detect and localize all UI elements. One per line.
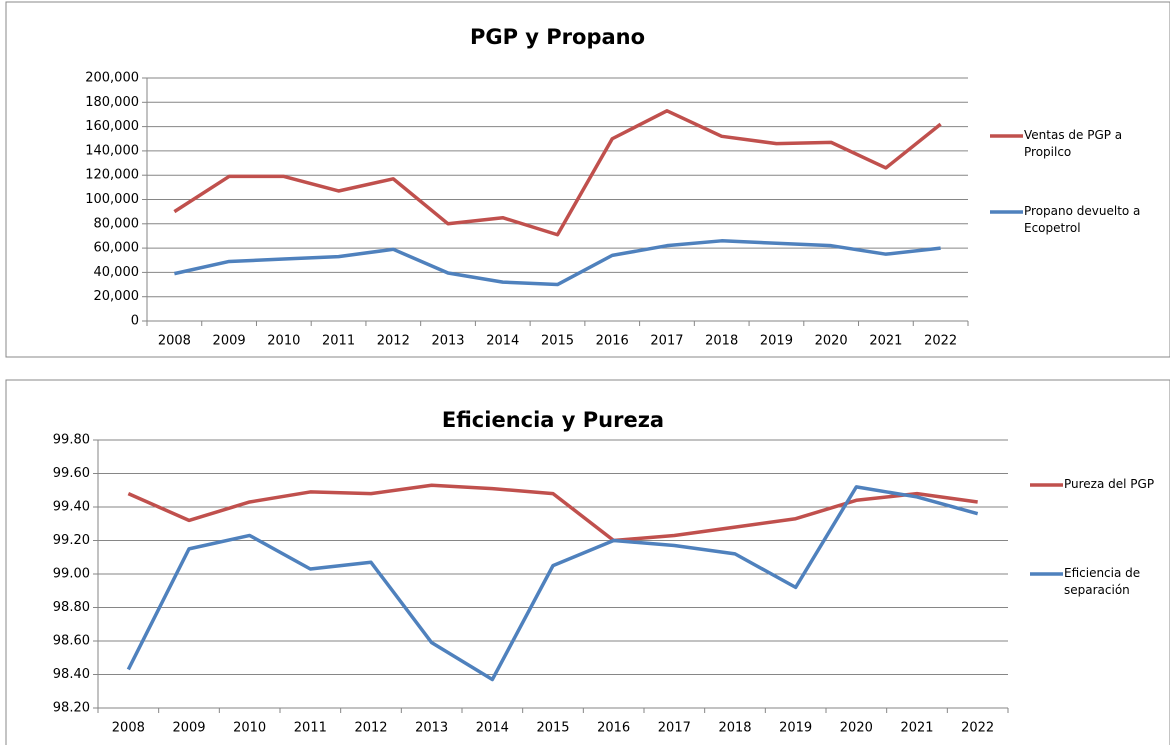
legend-label: Propano devuelto a Ecopetrol (1024, 204, 1141, 235)
x-tick-label: 2011 (294, 721, 327, 736)
x-tick-label: 2022 (924, 334, 957, 349)
x-tick-label: 2019 (760, 334, 793, 349)
series-line (173, 109, 942, 237)
y-tick-label: 20,000 (94, 289, 140, 304)
x-tick-label: 2015 (536, 721, 569, 736)
x-tick-label: 2020 (840, 721, 873, 736)
x-tick-label: 2014 (486, 334, 519, 349)
y-tick-label: 100,000 (85, 192, 139, 207)
y-tick-label: 99.20 (53, 533, 90, 548)
legend-label: Eficiencia de separación (1064, 566, 1141, 597)
x-tick-label: 2018 (718, 721, 751, 736)
y-tick-label: 80,000 (94, 216, 140, 231)
y-tick-label: 120,000 (85, 168, 139, 183)
x-tick-label: 2017 (658, 721, 691, 736)
x-tick-label: 2008 (158, 334, 191, 349)
x-tick-label: 2021 (900, 721, 933, 736)
x-tick-label: 2022 (961, 721, 994, 736)
y-tick-label: 98.20 (53, 701, 90, 716)
x-tick-label: 2012 (354, 721, 387, 736)
chart-title: Eficiencia y Pureza (442, 408, 664, 432)
x-tick-label: 2009 (213, 334, 246, 349)
x-tick-label: 2015 (541, 334, 574, 349)
y-tick-label: 99.80 (53, 433, 90, 448)
y-tick-label: 98.80 (53, 600, 90, 615)
legend-label: Pureza del PGP (1064, 477, 1155, 491)
x-tick-label: 2021 (869, 334, 902, 349)
y-tick-label: 0 (131, 314, 139, 329)
x-tick-label: 2010 (267, 334, 300, 349)
legend-label: Ventas de PGP a Propilco (1024, 128, 1123, 159)
series-line (126, 485, 979, 682)
series-line (127, 483, 978, 543)
y-tick-label: 99.00 (53, 567, 90, 582)
x-tick-label: 2017 (650, 334, 683, 349)
series-line (173, 239, 941, 287)
x-tick-label: 2016 (597, 721, 630, 736)
y-tick-label: 180,000 (85, 95, 139, 110)
y-tick-label: 98.60 (53, 634, 90, 649)
x-tick-label: 2013 (415, 721, 448, 736)
x-tick-label: 2016 (596, 334, 629, 349)
y-tick-label: 99.60 (53, 466, 90, 481)
x-tick-label: 2010 (233, 721, 266, 736)
y-tick-label: 40,000 (94, 265, 140, 280)
x-tick-label: 2020 (815, 334, 848, 349)
x-tick-label: 2012 (377, 334, 410, 349)
x-tick-label: 2009 (172, 721, 205, 736)
y-tick-label: 140,000 (85, 143, 139, 158)
y-tick-label: 98.40 (53, 667, 90, 682)
x-tick-label: 2019 (779, 721, 812, 736)
x-tick-label: 2011 (322, 334, 355, 349)
y-tick-label: 160,000 (85, 119, 139, 134)
x-tick-label: 2018 (705, 334, 738, 349)
x-tick-label: 2014 (476, 721, 509, 736)
y-tick-label: 60,000 (94, 241, 140, 256)
chart-title: PGP y Propano (470, 25, 645, 49)
x-tick-label: 2013 (431, 334, 464, 349)
chart-frame (5, 379, 1170, 745)
y-tick-label: 200,000 (85, 71, 139, 86)
x-tick-label: 2008 (112, 721, 145, 736)
y-tick-label: 99.40 (53, 500, 90, 515)
